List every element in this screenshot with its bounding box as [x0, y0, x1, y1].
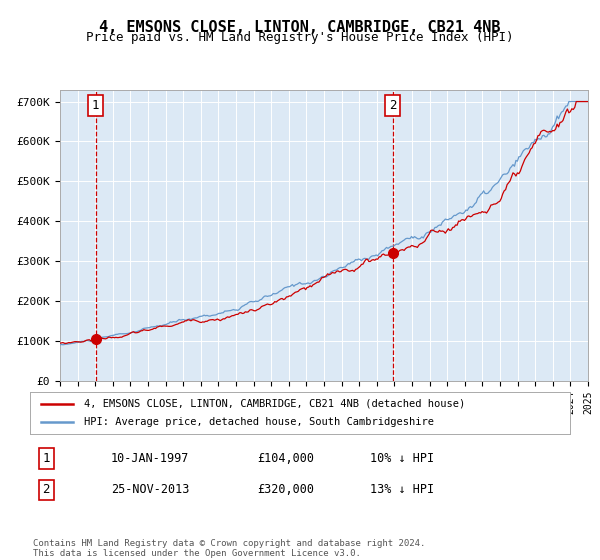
Text: 2: 2 [43, 483, 50, 497]
Text: 10-JAN-1997: 10-JAN-1997 [111, 452, 190, 465]
Text: 1: 1 [92, 99, 100, 112]
Text: 4, EMSONS CLOSE, LINTON, CAMBRIDGE, CB21 4NB (detached house): 4, EMSONS CLOSE, LINTON, CAMBRIDGE, CB21… [84, 399, 465, 409]
Text: 25-NOV-2013: 25-NOV-2013 [111, 483, 190, 497]
Text: £104,000: £104,000 [257, 452, 314, 465]
Text: 2: 2 [389, 99, 397, 112]
Text: Price paid vs. HM Land Registry's House Price Index (HPI): Price paid vs. HM Land Registry's House … [86, 31, 514, 44]
Text: 13% ↓ HPI: 13% ↓ HPI [370, 483, 434, 497]
Text: HPI: Average price, detached house, South Cambridgeshire: HPI: Average price, detached house, Sout… [84, 417, 434, 427]
Text: Contains HM Land Registry data © Crown copyright and database right 2024.
This d: Contains HM Land Registry data © Crown c… [33, 539, 425, 558]
Text: 4, EMSONS CLOSE, LINTON, CAMBRIDGE, CB21 4NB: 4, EMSONS CLOSE, LINTON, CAMBRIDGE, CB21… [99, 20, 501, 35]
Text: £320,000: £320,000 [257, 483, 314, 497]
Text: 1: 1 [43, 452, 50, 465]
Text: 10% ↓ HPI: 10% ↓ HPI [370, 452, 434, 465]
